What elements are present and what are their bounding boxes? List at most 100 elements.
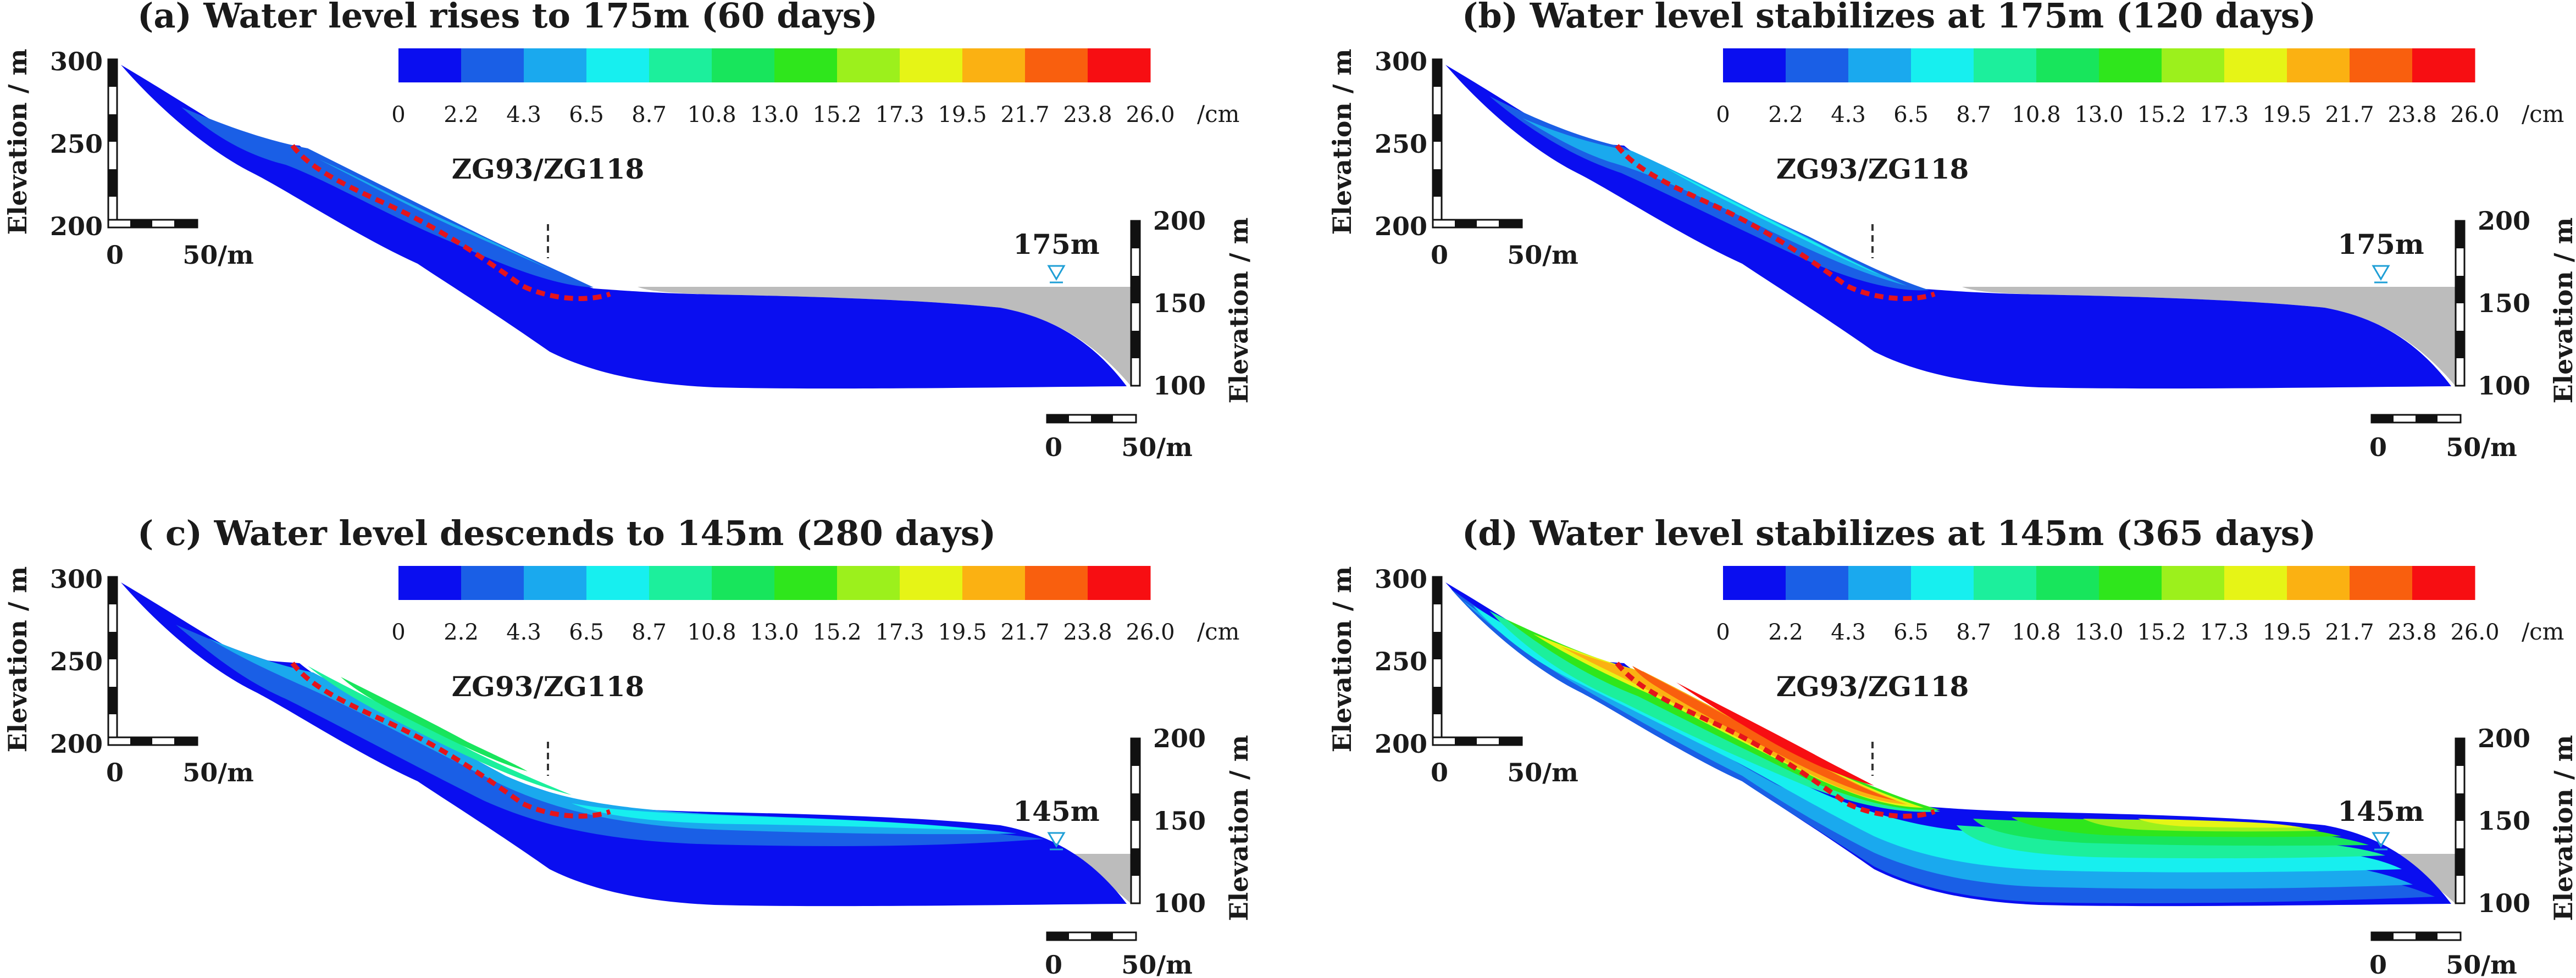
slip-surface-line	[1615, 662, 1936, 819]
colorbar-tick-label: 19.5	[2262, 620, 2311, 645]
colorbar-tick-label: 8.7	[1956, 620, 1991, 645]
colorbar-swatch	[1786, 48, 1849, 82]
colorbar-tick-label: 15.2	[812, 620, 861, 645]
scale-bar-segment	[2456, 276, 2464, 303]
contour-band	[341, 677, 528, 771]
panel-title: ( c) Water level descends to 145m (280 d…	[137, 513, 996, 553]
scale-bar-segment	[1131, 221, 1140, 248]
colorbar-swatch	[837, 566, 900, 600]
elevation-tick-label: 200	[1153, 724, 1206, 753]
scale-zero-label: 0	[2369, 432, 2387, 462]
colorbar-tick-label: 10.8	[687, 102, 736, 127]
scale-zero-label: 0	[106, 240, 124, 270]
colorbar-swatch	[586, 566, 650, 600]
colorbar-tick-label: 8.7	[1956, 102, 1991, 127]
colorbar-tick-label: 23.8	[1063, 620, 1112, 645]
contour-band	[1445, 65, 2451, 389]
colorbar: 0 2.2 4.3 6.5 8.7 10.8 13.0 15.2 17.3 19.5 21.7 23.…	[1716, 566, 2564, 645]
monitoring-point-label: ZG93/ZG118	[452, 153, 645, 185]
colorbar-tick-label: 0	[1716, 102, 1730, 127]
scale-bar-segment	[2372, 415, 2394, 423]
colorbar-tick-label: 19.5	[2262, 102, 2311, 127]
contour-band	[2138, 819, 2303, 828]
water-level-label: 145m	[2337, 795, 2424, 827]
scale-bar-segment	[1433, 632, 1442, 659]
right-elevation-axis: 200 150 100 Elevation / m 0 50/m	[1045, 724, 1254, 978]
colorbar-tick-label: 2.2	[1768, 102, 1803, 127]
contour-band	[1522, 118, 1907, 286]
colorbar-tick-label: 21.7	[1000, 620, 1049, 645]
elevation-tick-label: 100	[1153, 888, 1206, 918]
colorbar-tick-label: 19.5	[938, 102, 987, 127]
scale-bar-segment	[2372, 932, 2394, 940]
scale-zero-label: 0	[1045, 432, 1062, 462]
water-level-icon	[2372, 265, 2390, 281]
right-axis-label: Elevation / m	[2549, 735, 2576, 921]
right-elevation-axis: 200 150 100 Elevation / m 0 50/m	[2369, 206, 2576, 462]
scale-bar-segment	[130, 737, 152, 745]
water-level-icon	[1047, 832, 1066, 848]
scale-zero-label: 0	[2369, 950, 2387, 978]
colorbar-tick-label: 8.7	[631, 102, 667, 127]
scale-bar-segment	[2456, 848, 2464, 876]
scale-bar-segment	[1047, 415, 1069, 423]
scale-bar-segment	[1433, 169, 1442, 197]
panel-title: (d) Water level stabilizes at 145m (365 …	[1462, 513, 2316, 553]
colorbar-unit: /cm	[2522, 618, 2564, 645]
colorbar: 0 2.2 4.3 6.5 8.7 10.8 13.0 15.2 17.3 19.5 21.7 23.…	[391, 48, 1240, 127]
colorbar-swatch	[2099, 566, 2162, 600]
elevation-tick-label: 250	[50, 129, 103, 159]
colorbar-tick-label: 15.2	[2137, 102, 2186, 127]
colorbar-swatch	[2224, 48, 2287, 82]
colorbar: 0 2.2 4.3 6.5 8.7 10.8 13.0 15.2 17.3 19.5 21.7 23.…	[391, 566, 1240, 645]
colorbar-tick-label: 10.8	[2012, 620, 2060, 645]
left-axis-label: Elevation / m	[3, 566, 32, 753]
colorbar-tick-label: 13.0	[2074, 620, 2123, 645]
scale-bar-segment	[1433, 687, 1442, 714]
colorbar-swatch	[649, 566, 712, 600]
colorbar-swatch	[1974, 48, 2037, 82]
scale-bar-segment	[1499, 737, 1522, 745]
water-level-icon	[2372, 832, 2390, 848]
elevation-tick-label: 300	[1375, 564, 1427, 594]
colorbar-tick-label: 0	[391, 102, 405, 127]
left-elevation-axis: 300 250 200 Elevation / m 0 50/m	[3, 47, 254, 270]
colorbar-swatch	[2162, 48, 2225, 82]
elevation-tick-label: 300	[1375, 47, 1427, 76]
scale-bar-segment	[2416, 415, 2437, 423]
water-body	[1962, 287, 2456, 386]
elevation-tick-label: 150	[1153, 806, 1206, 836]
colorbar-swatch	[2350, 566, 2413, 600]
scale-length-label: 50/m	[2446, 950, 2517, 978]
water-level-icon	[1047, 265, 1066, 281]
scale-bar-segment	[1131, 848, 1140, 876]
colorbar-tick-label: 10.8	[687, 620, 736, 645]
scale-bar-segment	[1091, 415, 1113, 423]
colorbar-swatch	[962, 48, 1026, 82]
panel-title: (a) Water level rises to 175m (60 days)	[137, 0, 878, 36]
colorbar-tick-label: 6.5	[1893, 102, 1929, 127]
colorbar-tick-label: 4.3	[1831, 102, 1866, 127]
colorbar-tick-label: 21.7	[2325, 102, 2374, 127]
colorbar-swatch	[2224, 566, 2287, 600]
scale-bar-segment	[2456, 793, 2464, 821]
left-elevation-axis: 300 250 200 Elevation / m 0 50/m	[1327, 564, 1578, 787]
contour-band	[1676, 682, 1874, 786]
colorbar-swatch	[398, 48, 462, 82]
scale-length-label: 50/m	[2446, 432, 2517, 462]
left-elevation-axis: 300 250 200 Elevation / m 0 50/m	[3, 564, 254, 787]
slip-surface-line	[290, 662, 611, 819]
scale-bar-segment	[174, 220, 197, 227]
colorbar-tick-label: 10.8	[2012, 102, 2060, 127]
colorbar-tick-label: 0	[1716, 620, 1730, 645]
slip-surface-line	[290, 144, 611, 301]
colorbar-swatch	[712, 48, 775, 82]
scale-bar-segment	[1131, 738, 1140, 766]
panel-title: (b) Water level stabilizes at 175m (120 …	[1462, 0, 2316, 36]
colorbar-swatch	[1723, 566, 1786, 600]
colorbar-tick-label: 26.0	[1126, 620, 1175, 645]
colorbar-tick-label: 21.7	[1000, 102, 1049, 127]
scale-bar-segment	[1455, 737, 1477, 745]
scale-zero-label: 0	[1045, 950, 1062, 978]
elevation-tick-label: 100	[2478, 888, 2530, 918]
